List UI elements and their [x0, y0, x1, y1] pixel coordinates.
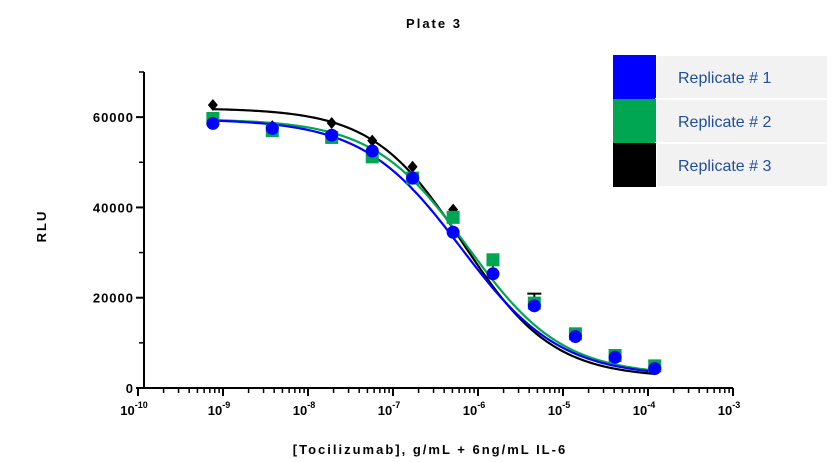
y-tick-label: 0	[126, 381, 134, 396]
x-tick-label: 10-9	[208, 400, 230, 418]
data-point-replicate-1	[486, 267, 500, 281]
data-point-replicate-1	[325, 128, 339, 142]
data-point-replicate-1	[446, 225, 460, 239]
data-point-replicate-1	[608, 350, 622, 364]
x-tick-label: 10-5	[548, 400, 570, 418]
data-point-replicate-3	[407, 160, 418, 173]
x-tick-label: 10-6	[463, 400, 485, 418]
legend-swatch	[613, 143, 656, 187]
data-point-replicate-1	[648, 362, 662, 376]
data-point-replicate-1	[365, 144, 379, 158]
y-tick-label: 20000	[93, 291, 134, 306]
data-point-replicate-1	[527, 299, 541, 313]
x-tick-label: 10-4	[633, 400, 655, 418]
data-point-replicate-1	[406, 171, 420, 185]
legend: Replicate # 1 Replicate # 2 Replicate # 3	[613, 54, 829, 188]
x-tick-label: 10-3	[718, 400, 740, 418]
legend-swatch	[613, 55, 656, 99]
x-tick-label: 10-8	[293, 400, 315, 418]
data-point-replicate-2	[446, 210, 460, 224]
data-points	[206, 98, 662, 376]
axes: 10-10 10-9 10-8 10-7 10-6 10-5 10-4 10-3 0 20000 4…	[93, 71, 740, 418]
x-axis-label: [Tocilizumab], g/mL + 6ng/mL IL-6	[293, 442, 567, 457]
y-tick-label: 60000	[93, 110, 134, 125]
x-tick-label: 10-7	[378, 400, 400, 418]
data-point-replicate-1	[265, 121, 279, 135]
y-tick-label: 40000	[93, 200, 134, 215]
data-point-replicate-3	[207, 98, 218, 111]
legend-label: Replicate # 1	[678, 70, 771, 87]
y-axis-label: RLU	[34, 210, 49, 243]
data-point-replicate-3	[367, 134, 378, 147]
data-point-replicate-2	[486, 253, 500, 267]
legend-label: Replicate # 2	[678, 114, 771, 131]
chart-title: Plate 3	[406, 16, 462, 31]
legend-row-bg	[655, 98, 829, 144]
data-point-replicate-1	[206, 116, 220, 130]
fit-line-1	[212, 119, 655, 373]
data-point-replicate-3	[326, 117, 337, 130]
fit-lines	[212, 108, 655, 375]
legend-swatch	[613, 99, 656, 143]
legend-label: Replicate # 3	[678, 158, 771, 175]
legend-row-bg	[655, 142, 829, 188]
fit-line-2	[212, 119, 655, 372]
data-point-replicate-1	[568, 330, 582, 344]
fit-line-3	[212, 108, 655, 375]
x-tick-label: 10-10	[120, 400, 147, 418]
